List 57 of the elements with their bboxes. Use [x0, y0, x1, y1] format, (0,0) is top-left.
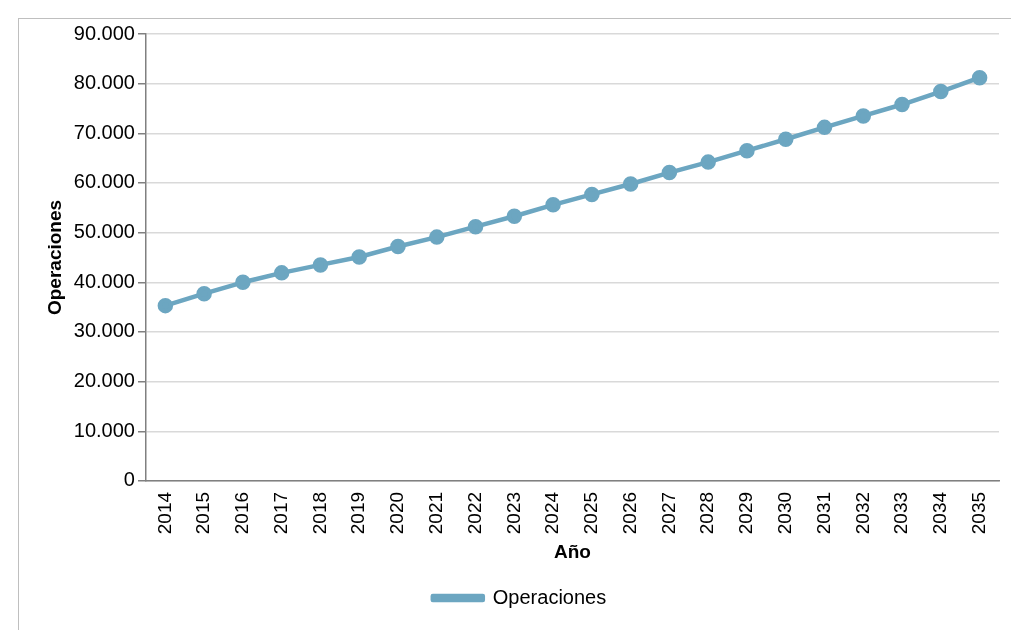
x-tick-label: 2030 [773, 491, 795, 535]
point [157, 297, 174, 314]
point [351, 249, 367, 265]
point [894, 96, 910, 113]
x-tick-label: 2031 [812, 491, 834, 535]
y-tick-label: 90.000 [73, 21, 135, 44]
x-tick-label: 2035 [967, 491, 989, 535]
point [273, 265, 290, 281]
x-tick-label: 2025 [580, 491, 602, 535]
y-tick-label: 80.000 [73, 71, 135, 94]
point [196, 285, 212, 302]
x-tick-label: 2021 [425, 491, 447, 535]
point [312, 257, 329, 273]
point [235, 274, 251, 291]
x-tick-label: 2032 [851, 491, 873, 535]
x-tick-label: 2016 [231, 491, 253, 535]
point [545, 197, 561, 213]
x-tick-label: 2024 [541, 491, 563, 535]
y-axis-title: Operaciones [43, 199, 65, 316]
y-tick-label: 50.000 [73, 220, 135, 243]
y-tick-label: 40.000 [73, 269, 135, 292]
x-tick-label: 2022 [463, 491, 485, 535]
point [506, 208, 523, 224]
x-tick-label: 2014 [153, 491, 175, 535]
point [971, 69, 988, 86]
x-tick-label: 2020 [386, 491, 408, 535]
x-tick-label: 2029 [735, 491, 757, 535]
point [739, 142, 755, 159]
x-tick-label: 2026 [618, 491, 640, 535]
y-tick-label: 20.000 [73, 369, 135, 392]
x-tick-label: 2015 [192, 491, 214, 535]
point [700, 154, 716, 170]
y-tick-label: 70.000 [73, 120, 135, 143]
point [467, 218, 484, 235]
point [777, 131, 794, 148]
x-tick-label: 2033 [890, 491, 912, 535]
point [661, 164, 678, 181]
x-axis-title: Año [554, 540, 591, 562]
x-tick-label: 2019 [347, 491, 369, 535]
point [584, 186, 600, 203]
point [429, 229, 445, 245]
y-tick-label: 0 [123, 468, 135, 491]
x-tick-label: 2034 [929, 491, 951, 535]
x-tick-label: 2023 [502, 491, 524, 535]
point [855, 108, 872, 124]
x-tick-label: 2018 [308, 491, 330, 535]
point [390, 238, 406, 255]
point [622, 176, 639, 192]
y-tick-label: 60.000 [73, 170, 135, 193]
point [933, 83, 949, 100]
y-tick-label: 10.000 [73, 418, 135, 441]
legend-label: Operaciones [492, 585, 607, 608]
point [816, 119, 833, 136]
x-tick-label: 2027 [657, 491, 679, 535]
x-tick-label: 2017 [269, 491, 291, 535]
y-tick-label: 30.000 [73, 319, 135, 342]
x-tick-label: 2028 [696, 491, 718, 535]
